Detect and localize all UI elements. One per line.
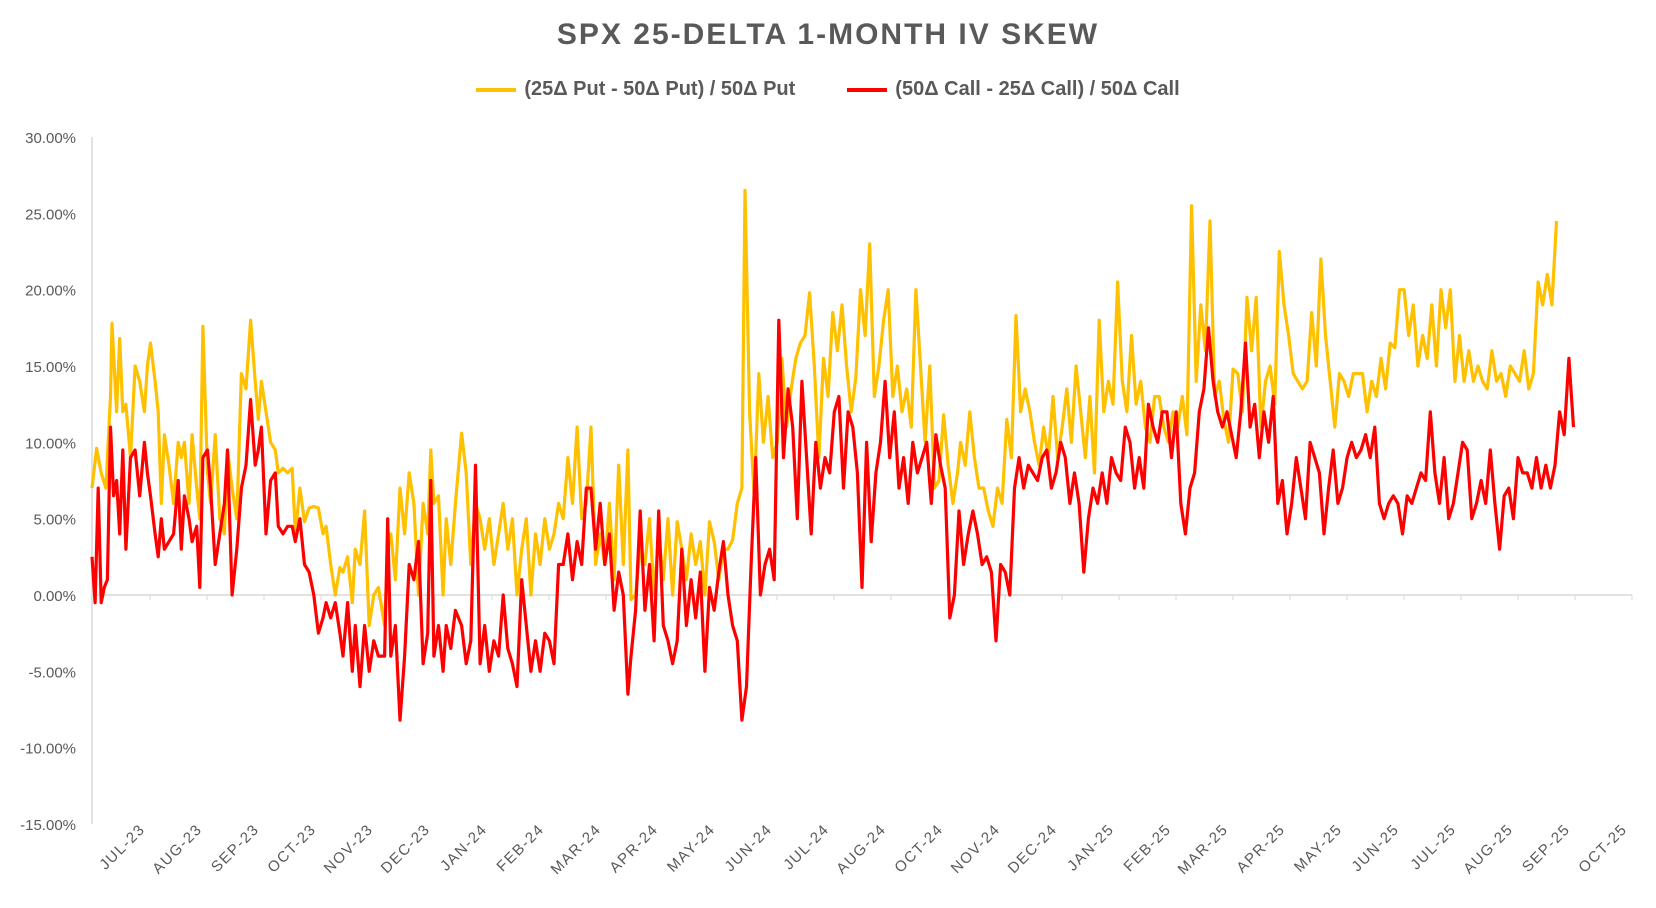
legend-label-put: (25Δ Put - 50Δ Put) / 50Δ Put	[524, 78, 796, 100]
x-tick-label: AUG-24	[833, 821, 890, 878]
legend: (25Δ Put - 50Δ Put) / 50Δ Put (50Δ Call …	[0, 78, 1656, 101]
x-tick-label: OCT-23	[264, 821, 320, 877]
x-tick-label: MAR-24	[548, 821, 605, 878]
x-tick-label: AUG-23	[149, 821, 206, 878]
series-line-put-skew	[90, 188, 1559, 628]
x-tick-label: NOV-23	[321, 821, 377, 877]
x-tick-label: AUG-25	[1460, 821, 1517, 878]
legend-item-call: (50Δ Call - 25Δ Call) / 50Δ Call	[847, 78, 1180, 101]
x-tick-label: JUN-24	[721, 821, 775, 875]
series-line-call-skew	[90, 318, 1576, 722]
y-tick-label: 30.00%	[25, 130, 76, 147]
x-tick-label: APR-24	[606, 821, 662, 877]
legend-swatch-call	[847, 87, 888, 92]
x-tick-label: MAR-25	[1175, 821, 1232, 878]
x-tick-label: JUN-25	[1348, 821, 1402, 875]
x-tick-label: SEP-23	[208, 821, 263, 876]
x-tick-label: FEB-25	[1120, 821, 1174, 875]
x-tick-label: MAY-25	[1291, 821, 1346, 876]
x-tick-label: OCT-24	[891, 821, 947, 877]
x-tick-label: DEC-23	[378, 821, 434, 877]
y-tick-label: 10.00%	[25, 435, 76, 452]
x-tick-label: JUL-25	[1407, 821, 1460, 874]
x-tick-label: JUL-23	[96, 821, 149, 874]
y-tick-label: -15.00%	[20, 817, 76, 834]
y-tick-label: 20.00%	[25, 283, 76, 300]
x-tick-label: SEP-25	[1519, 821, 1574, 876]
x-tick-label: JAN-25	[1064, 821, 1118, 875]
y-tick-label: -10.00%	[20, 741, 76, 758]
legend-swatch-put	[476, 87, 517, 92]
chart-title: SPX 25-DELTA 1-MONTH IV SKEW	[556, 18, 1100, 51]
legend-label-call: (50Δ Call - 25Δ Call) / 50Δ Call	[895, 78, 1180, 100]
legend-item-put: (25Δ Put - 50Δ Put) / 50Δ Put	[476, 78, 795, 101]
x-tick-label: APR-25	[1233, 821, 1289, 877]
y-tick-label: 25.00%	[25, 206, 76, 223]
x-tick-label: FEB-24	[493, 821, 547, 875]
x-tick-label: MAY-24	[664, 821, 719, 876]
y-tick-label: 15.00%	[25, 359, 76, 376]
y-tick-label: 5.00%	[33, 512, 76, 529]
x-tick-label: JUL-24	[780, 821, 833, 874]
x-tick-label: NOV-24	[948, 821, 1004, 877]
y-tick-label: 0.00%	[33, 588, 76, 605]
y-tick-label: -5.00%	[28, 664, 76, 681]
x-tick-label: OCT-25	[1575, 821, 1631, 877]
x-tick-label: DEC-24	[1005, 821, 1061, 877]
x-tick-label: JAN-24	[437, 821, 491, 875]
